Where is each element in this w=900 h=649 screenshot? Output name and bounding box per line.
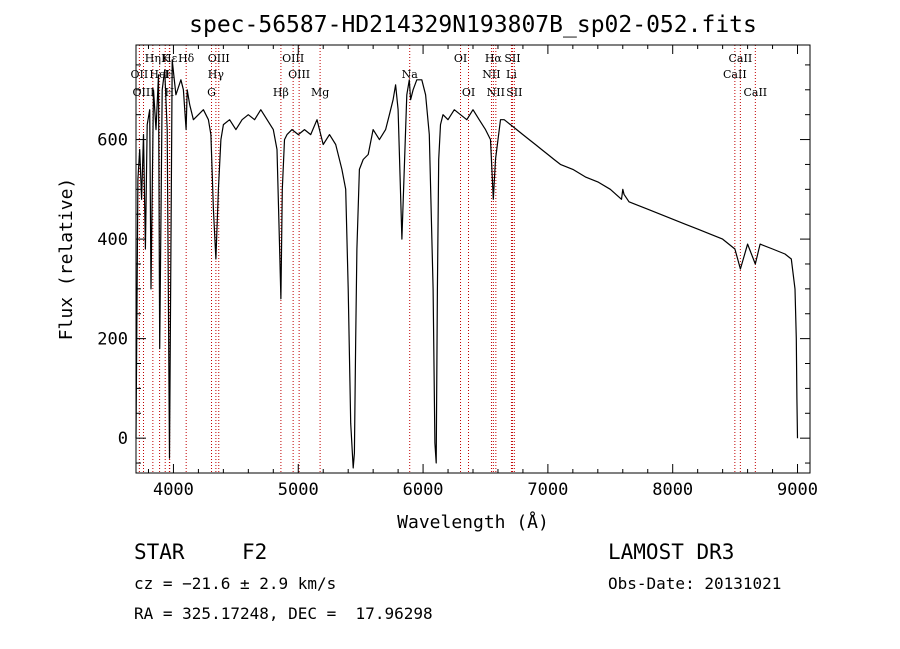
line-marker-label: Na	[402, 68, 419, 81]
chart-title: spec-56587-HD214329N193807B_sp02-052.fit…	[189, 12, 757, 38]
line-marker-label: NII	[487, 86, 505, 99]
line-marker-label: Hδ	[178, 52, 195, 65]
redshift-text: cz = −21.6 ± 2.9 km/s	[134, 574, 337, 593]
x-tick-label: 6000	[403, 480, 444, 500]
line-marker-label: Hβ	[273, 86, 289, 99]
line-marker-label: CaII	[743, 86, 767, 99]
line-marker-label: SII	[504, 52, 520, 65]
line-marker-label: K	[161, 52, 170, 65]
y-axis-label: Flux (relative)	[56, 178, 77, 341]
y-tick-label: 200	[97, 330, 128, 350]
x-tick-label: 8000	[652, 480, 693, 500]
line-marker-label: OI	[454, 52, 467, 65]
line-marker-label: NII	[482, 68, 500, 81]
y-tick-label: 0	[118, 429, 128, 449]
coordinates: RA = 325.17248, DEC = 17.96298	[134, 604, 433, 623]
line-marker-label: OII	[131, 68, 149, 81]
spectrum-line	[135, 59, 799, 469]
line-marker-label: SII	[506, 86, 522, 99]
x-tick-label: 9000	[777, 480, 818, 500]
line-marker-label: OI	[462, 86, 475, 99]
x-tick-label: 7000	[527, 480, 568, 500]
x-tick-label: 5000	[278, 480, 319, 500]
spectrum-chart: spec-56587-HD214329N193807B_sp02-052.fit…	[56, 12, 818, 533]
line-marker-label: Mg	[311, 86, 329, 99]
line-marker-label: HeI	[149, 68, 169, 81]
line-marker-label: Hη	[145, 52, 161, 65]
y-tick-label: 400	[97, 230, 128, 250]
line-marker-label: Hγ	[208, 68, 225, 81]
line-marker-label: Hα	[485, 52, 503, 65]
line-marker-label: H	[165, 68, 175, 81]
survey-label: LAMOST DR3	[608, 540, 735, 564]
line-marker-label: OIII	[132, 86, 154, 99]
line-marker-label: OIII	[208, 52, 230, 65]
object-class: STAR	[134, 540, 185, 564]
object-subclass: F2	[242, 540, 268, 564]
line-marker-label: H	[165, 86, 175, 99]
line-marker-label: Li	[506, 68, 517, 81]
line-marker-label: OIII	[288, 68, 310, 81]
obs-date: Obs-Date: 20131021	[608, 574, 782, 593]
line-marker-label: OIII	[282, 52, 304, 65]
x-tick-label: 4000	[153, 480, 194, 500]
line-marker-label: CaII	[723, 68, 747, 81]
x-axis-label: Wavelength (Å)	[397, 511, 549, 533]
line-marker-label: CaII	[729, 52, 753, 65]
line-marker-label: Hε	[162, 52, 178, 65]
line-marker-label: G	[207, 86, 216, 99]
y-tick-label: 600	[97, 131, 128, 151]
